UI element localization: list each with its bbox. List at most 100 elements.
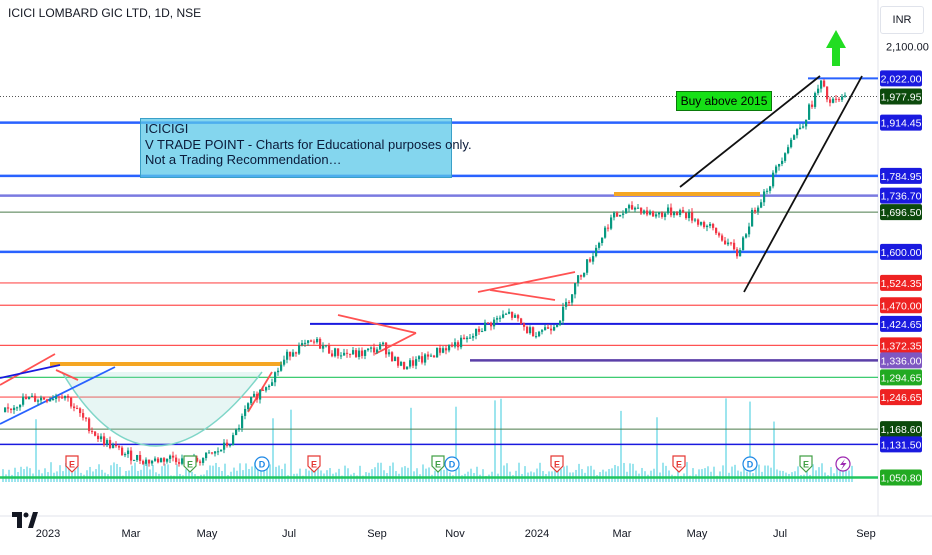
- candle-body: [703, 222, 706, 228]
- currency-selector[interactable]: INR: [880, 6, 924, 34]
- price-level-tag: 1,424.65: [880, 315, 922, 332]
- candle-body: [373, 347, 376, 353]
- candle-body: [550, 328, 553, 331]
- candle-body: [739, 250, 742, 257]
- candle-body: [268, 385, 271, 388]
- candle-body: [40, 397, 43, 401]
- volume-bar: [428, 467, 430, 482]
- volume-bar: [674, 475, 676, 482]
- candle-body: [4, 407, 7, 413]
- candle-body: [478, 328, 481, 332]
- candle-body: [619, 214, 622, 217]
- volume-bar: [401, 467, 403, 482]
- price-level-label: 1,424.65: [881, 319, 922, 331]
- candle-body: [163, 458, 166, 462]
- price-level-tag: 1,294.65: [880, 369, 922, 386]
- volume-bar: [848, 470, 850, 482]
- candle-body: [601, 237, 604, 244]
- volume-bar: [560, 468, 562, 482]
- volume-bar: [563, 466, 565, 482]
- candle-body: [388, 352, 391, 355]
- candle-body: [520, 318, 523, 324]
- candle-body: [139, 454, 142, 461]
- candle-body: [256, 393, 259, 400]
- candle-body: [517, 315, 520, 319]
- volume-bar: [77, 466, 79, 482]
- candle-body: [664, 213, 667, 217]
- volume-bar: [101, 469, 103, 482]
- volume-bar: [704, 468, 706, 482]
- candle-body: [313, 341, 316, 343]
- candle-body: [355, 350, 358, 357]
- candle-body: [223, 442, 226, 450]
- volume-bar: [320, 470, 322, 482]
- candle-body: [835, 98, 838, 100]
- candle-body: [385, 342, 388, 355]
- svg-text:D: D: [747, 460, 754, 470]
- volume-bar: [2, 469, 4, 482]
- volume-bar: [380, 462, 382, 482]
- candle-body: [403, 362, 406, 370]
- candle-body: [169, 455, 172, 459]
- volume-bar: [152, 464, 154, 482]
- time-tick-label: May: [197, 528, 218, 540]
- price-level-label: 2,022.00: [881, 73, 922, 85]
- volume-bar: [269, 464, 271, 482]
- volume-bar: [830, 467, 832, 482]
- volume-bar: [686, 462, 688, 482]
- volume-bar: [26, 466, 28, 482]
- volume-bar: [770, 467, 772, 482]
- candle-body: [220, 449, 223, 452]
- candle-body: [508, 311, 511, 314]
- volume-bar: [749, 401, 751, 482]
- candle-body: [592, 256, 595, 262]
- volume-bar: [476, 466, 478, 482]
- volume-bar: [578, 463, 580, 482]
- candle-body: [763, 191, 766, 203]
- price-level-label: 1,977.95: [881, 91, 922, 103]
- volume-bar: [818, 467, 820, 482]
- svg-text:E: E: [311, 460, 317, 470]
- dividend-marker-icon: D: [742, 456, 758, 472]
- price-level-tag: 1,784.95: [880, 167, 922, 184]
- volume-bar: [608, 469, 610, 482]
- candle-body: [202, 458, 205, 463]
- candle-body: [772, 172, 775, 187]
- candle-body: [814, 93, 817, 107]
- time-tick-label: May: [687, 528, 708, 540]
- candle-body: [589, 259, 592, 262]
- candle-body: [571, 294, 574, 303]
- volume-bar: [707, 466, 709, 482]
- volume-bar: [305, 468, 307, 482]
- volume-bar: [716, 475, 718, 482]
- candle-body: [682, 210, 685, 213]
- candle-body: [304, 342, 307, 344]
- volume-bar: [602, 469, 604, 482]
- volume-bar: [407, 467, 409, 482]
- volume-bar: [302, 475, 304, 482]
- volume-bar: [485, 475, 487, 482]
- dividend-marker-icon: D: [254, 456, 270, 472]
- volume-bar: [641, 467, 643, 482]
- volume-bar: [326, 470, 328, 482]
- volume-bar: [575, 469, 577, 482]
- candle-body: [211, 452, 214, 454]
- candle-body: [217, 451, 220, 453]
- candle-body: [52, 398, 55, 400]
- volume-bar: [272, 418, 274, 482]
- candle-body: [175, 457, 178, 463]
- candle-body: [16, 407, 19, 409]
- volume-bar: [299, 468, 301, 482]
- candle-body: [151, 460, 154, 464]
- volume-bar: [314, 465, 316, 482]
- price-level-label: 1,784.95: [881, 171, 922, 183]
- price-level-label: 1,131.50: [881, 439, 922, 451]
- candle-body: [277, 370, 280, 373]
- candle-body: [532, 327, 535, 337]
- candle-body: [802, 126, 805, 128]
- volume-bar: [113, 462, 115, 482]
- candle-body: [142, 460, 145, 464]
- candle-body: [736, 249, 739, 257]
